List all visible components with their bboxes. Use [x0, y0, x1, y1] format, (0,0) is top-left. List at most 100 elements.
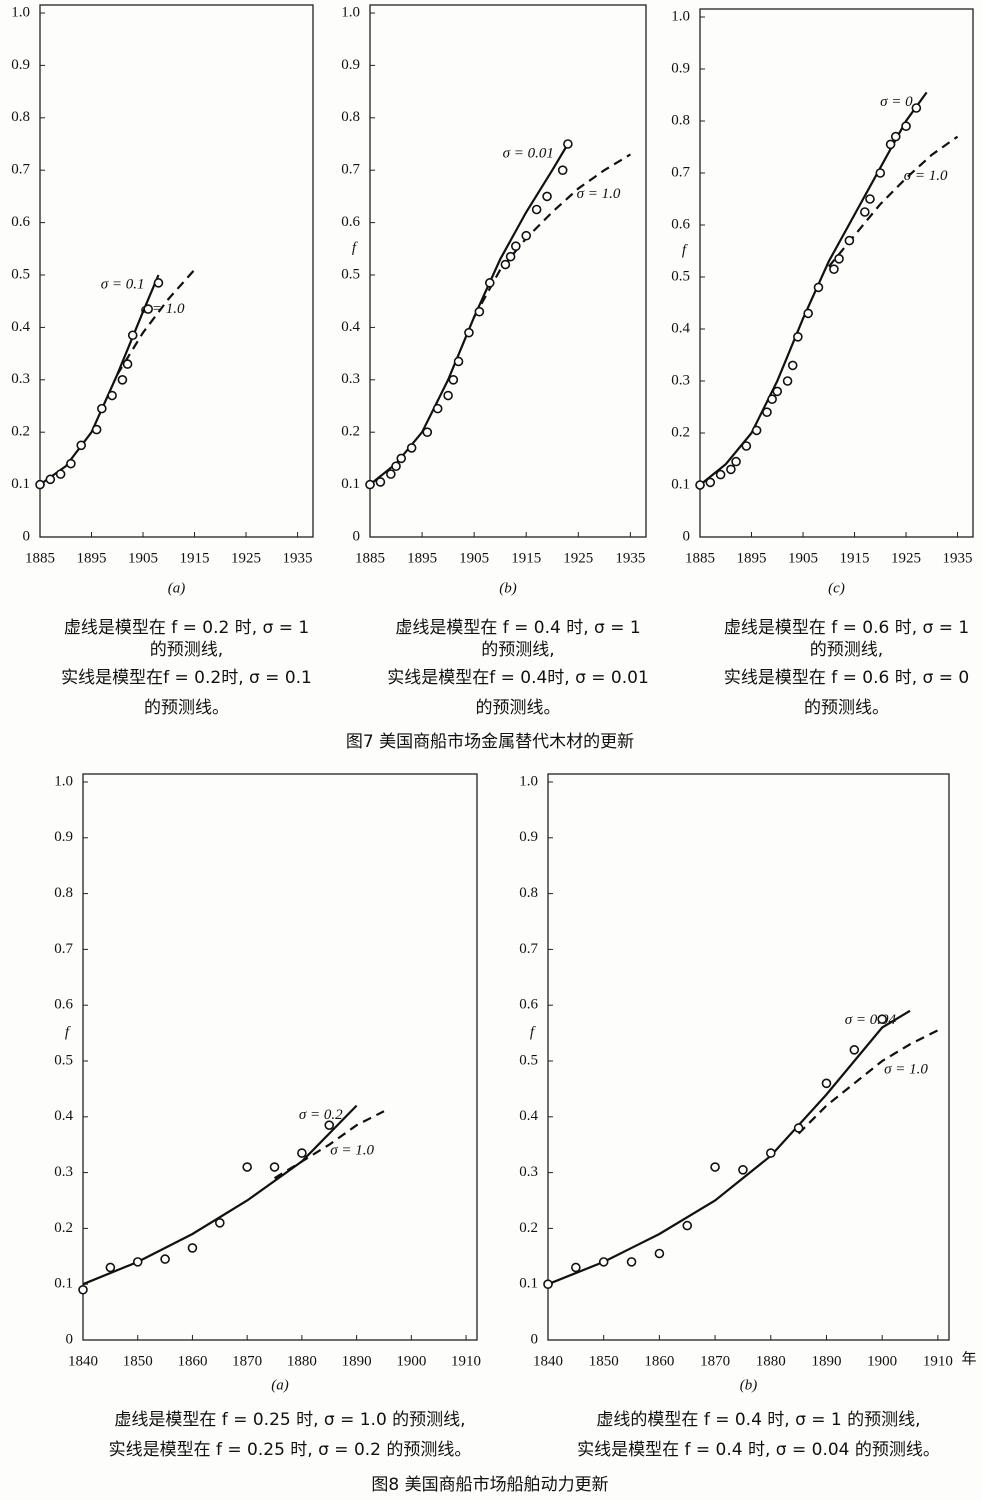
- data-point: [834, 253, 844, 264]
- x-tick-label: 1895: [737, 550, 767, 566]
- x-tick-label: 1885: [685, 550, 715, 566]
- data-point: [695, 480, 705, 490]
- x-tick-label: 1915: [840, 550, 870, 566]
- line-label: σ = 0.01: [503, 145, 554, 161]
- y-tick-label: 0.5: [671, 268, 690, 284]
- y-tick-label: 0.9: [341, 57, 360, 73]
- y-tick-label: 0.3: [671, 372, 690, 388]
- y-tick-label: 0.9: [519, 829, 538, 845]
- y-tick-label: 0.7: [54, 941, 73, 957]
- caption-line: 虚线是模型在 f = 0.2 时, σ = 1: [64, 618, 309, 638]
- panel-label: (a): [271, 1377, 289, 1393]
- line-label: σ = 0.1: [101, 276, 145, 292]
- data-point: [911, 103, 922, 113]
- y-tick-label: 0: [353, 528, 361, 544]
- data-point: [890, 131, 901, 142]
- data-point: [741, 441, 752, 451]
- y-tick-label: 0: [23, 528, 31, 544]
- data-point: [860, 207, 870, 217]
- data-point: [215, 1218, 225, 1228]
- y-tick-label: 0.9: [671, 60, 690, 76]
- y-tick-label: 0.2: [341, 424, 360, 440]
- plot-frame: [369, 4, 647, 538]
- data-point: [432, 403, 443, 414]
- y-tick-label: 0.4: [11, 319, 30, 335]
- x-tick-label: 1905: [788, 550, 818, 566]
- data-point: [521, 230, 532, 241]
- data-point: [563, 139, 573, 149]
- data-point: [505, 251, 516, 262]
- y-tick-label: 0.6: [54, 997, 73, 1013]
- x-tick-label: 1895: [77, 550, 107, 566]
- x-tick-label: 1860: [644, 1353, 674, 1369]
- caption-line: 的预测线,: [810, 640, 883, 660]
- y-tick-label: 1.0: [11, 4, 30, 20]
- data-point: [821, 1078, 832, 1089]
- data-point: [160, 1254, 170, 1264]
- solid-line: [82, 1104, 358, 1286]
- x-tick-label: 1890: [342, 1353, 372, 1369]
- data-point: [731, 456, 741, 467]
- data-point: [542, 191, 552, 202]
- y-tick-label: 0.8: [54, 885, 73, 901]
- data-point: [901, 121, 911, 131]
- data-point: [787, 360, 798, 371]
- data-point: [105, 1262, 116, 1273]
- solid-line: [547, 1009, 911, 1286]
- data-point: [143, 304, 153, 314]
- x-tick-label: 1915: [180, 550, 210, 566]
- y-tick-label: 0.6: [519, 997, 538, 1013]
- x-tick-label: 1870: [700, 1353, 730, 1369]
- data-point: [66, 458, 76, 469]
- y-tick-label: 0.7: [11, 162, 30, 178]
- y-tick-label: 0.7: [671, 164, 690, 180]
- y-tick-label: 0.4: [54, 1108, 73, 1124]
- y-tick-label: 0.9: [54, 829, 73, 845]
- y-tick-label: 0: [683, 528, 691, 544]
- data-point: [738, 1165, 748, 1175]
- caption-line: 实线是模型在 f = 0.25 时, σ = 0.2 的预测线。: [109, 1440, 472, 1460]
- data-point: [849, 1045, 860, 1055]
- data-point: [35, 479, 45, 490]
- data-point: [813, 282, 824, 293]
- line-label: σ = 1.0: [577, 186, 621, 202]
- caption-line: 的预测线,: [481, 640, 554, 660]
- data-point: [386, 469, 396, 479]
- data-point: [391, 461, 401, 472]
- data-point: [571, 1262, 581, 1273]
- x-tick-label: 1925: [231, 550, 261, 566]
- data-point: [448, 374, 459, 385]
- y-tick-label: 0.3: [519, 1164, 538, 1180]
- panel-label: (c): [828, 580, 845, 596]
- data-point: [375, 477, 386, 487]
- y-tick-label: 0.2: [671, 424, 690, 440]
- caption-line: 虚线是模型在 f = 0.4 时, σ = 1: [395, 618, 640, 638]
- figure-title: 图8 美国商船市场船舶动力更新: [371, 1475, 608, 1495]
- y-tick-label: 0.6: [11, 214, 30, 230]
- data-point: [765, 1148, 776, 1158]
- plot-frame: [547, 773, 950, 1341]
- caption-line: 实线是模型在 f = 0.4 时, σ = 0.04 的预测线。: [577, 1440, 940, 1460]
- data-point: [464, 327, 474, 338]
- caption-line: 实线是模型在f = 0.4时, σ = 0.01: [387, 668, 649, 688]
- x-tick-label: 1860: [177, 1353, 207, 1369]
- x-tick-label: 1935: [943, 550, 973, 566]
- data-point: [97, 403, 107, 414]
- x-tick-label: 1915: [511, 550, 541, 566]
- data-point: [453, 356, 464, 367]
- y-tick-label: 0.3: [341, 371, 360, 387]
- data-point: [107, 390, 117, 401]
- y-tick-label: 0.7: [519, 941, 538, 957]
- x-tick-label: 1905: [128, 550, 158, 566]
- figure-title: 图7 美国商船市场金属替代木材的更新: [346, 732, 634, 752]
- data-point: [762, 407, 772, 418]
- y-axis-label: f: [682, 242, 688, 258]
- y-tick-label: 0.8: [519, 885, 538, 901]
- x-tick-label: 1910: [451, 1353, 481, 1369]
- y-tick-label: 0.9: [11, 57, 30, 73]
- x-unit: 年: [961, 1350, 976, 1367]
- y-tick-label: 0.8: [341, 109, 360, 125]
- data-point: [117, 374, 128, 385]
- data-point: [127, 330, 138, 341]
